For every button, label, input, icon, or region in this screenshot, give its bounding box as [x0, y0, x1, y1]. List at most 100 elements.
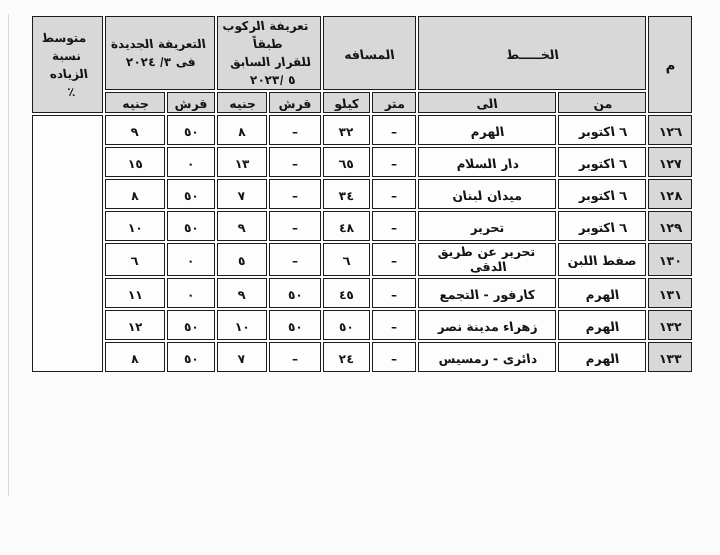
distance-kilo-value: ٦ [341, 254, 352, 268]
prev-tariff-pound-value: ٧ [237, 188, 247, 203]
prev-tariff-pound: ٨ [217, 115, 267, 145]
prev-tariff-piaster-value: – [290, 188, 300, 203]
prev-tariff-pound: ٧ [217, 179, 267, 209]
prev-tariff-piaster-value: – [290, 124, 300, 139]
header-line-group: الخـــــط [418, 16, 646, 90]
header-number-label: م [663, 58, 677, 74]
header-prev-pound-label: جنيه [227, 96, 257, 111]
header-new-tariff-label: التعريفة الجديدة فى ٣/ ٢٠٢٤ [110, 37, 208, 69]
row-number-value: ١٣١ [657, 286, 683, 302]
prev-tariff-piaster: – [269, 342, 321, 372]
header-prev-pound: جنيه [217, 92, 267, 113]
new-tariff-piaster-value: ٠ [186, 254, 196, 268]
distance-meter: – [372, 211, 416, 241]
header-number-col: م [648, 16, 692, 113]
new-tariff-pound-value: ٦ [130, 254, 140, 268]
prev-tariff-pound-value: ١٣ [233, 156, 251, 171]
header-avg-increase-label: متوسط نسبة الزياده ٪ [40, 30, 89, 99]
new-tariff-pound-value: ٨ [130, 351, 140, 366]
distance-kilo-value: ٣٤ [338, 188, 355, 203]
table-row: ١٢٧ ٦ اكتوبر دار السلام – ٦٥ – ١٣ ٠ ١٥ [32, 147, 692, 177]
new-tariff-pound-value: ٩ [130, 124, 140, 139]
header-new-pound: جنيه [105, 92, 165, 113]
header-from-label: من [591, 96, 613, 111]
prev-tariff-pound: ٧ [217, 342, 267, 372]
route-from: ٦ اكتوبر [558, 179, 646, 209]
distance-meter: – [372, 278, 416, 308]
prev-tariff-piaster: – [269, 179, 321, 209]
prev-tariff-piaster-value: – [290, 254, 300, 268]
route-from: صفط اللبن [558, 243, 646, 276]
route-from: ٦ اكتوبر [558, 147, 646, 177]
new-tariff-pound-value: ١٥ [126, 156, 144, 171]
distance-meter-value: – [390, 319, 398, 334]
prev-tariff-piaster-value: ٥٠ [286, 319, 304, 334]
prev-tariff-piaster-value: – [290, 156, 300, 171]
new-tariff-pound-value: ١٢ [126, 319, 144, 334]
scan-edge-artifact [8, 14, 9, 496]
prev-tariff-piaster-value: – [290, 351, 300, 366]
prev-tariff-pound: ١٣ [217, 147, 267, 177]
header-kilo: كيلو [323, 92, 370, 113]
route-from-value: ٦ اكتوبر [576, 123, 628, 139]
route-from-value: الهرم [583, 350, 621, 366]
distance-meter: – [372, 243, 416, 276]
header-new-piaster-label: قرش [173, 96, 209, 111]
distance-kilo: ٦٥ [323, 147, 370, 177]
new-tariff-piaster: ٠ [167, 243, 215, 276]
prev-tariff-pound-value: ٩ [237, 287, 247, 302]
prev-tariff-pound: ٩ [217, 211, 267, 241]
new-tariff-piaster: ٥٠ [167, 310, 215, 340]
header-meter-label: متر [382, 96, 406, 111]
route-to: دار السلام [418, 147, 556, 177]
route-to-value: زهراء مدينة نصر [435, 318, 539, 334]
route-to-value: دائرى - رمسيس [436, 350, 538, 366]
prev-tariff-pound: ١٠ [217, 310, 267, 340]
prev-tariff-piaster: ٥٠ [269, 310, 321, 340]
distance-kilo: ٥٠ [323, 310, 370, 340]
header-prev-piaster-label: قرش [277, 96, 313, 111]
distance-kilo: ٣٤ [323, 179, 370, 209]
row-number: ١٢٧ [648, 147, 692, 177]
route-to: دائرى - رمسيس [418, 342, 556, 372]
prev-tariff-pound-value: ٥ [237, 254, 247, 268]
new-tariff-piaster: ٥٠ [167, 179, 215, 209]
distance-meter: – [372, 342, 416, 372]
route-to-value: تحرير [468, 219, 506, 235]
header-to-label: الى [475, 96, 499, 111]
row-number: ١٣١ [648, 278, 692, 308]
row-number-value: ١٣٣ [657, 350, 683, 366]
new-tariff-pound-value: ١١ [126, 287, 144, 302]
new-tariff-pound: ١٥ [105, 147, 165, 177]
prev-tariff-pound-value: ٧ [237, 351, 247, 366]
new-tariff-pound: ٩ [105, 115, 165, 145]
distance-kilo: ٤٨ [323, 211, 370, 241]
row-number-value: ١٢٨ [657, 187, 683, 203]
route-to-value: كارفور - التجمع [437, 286, 537, 302]
row-number: ١٣٢ [648, 310, 692, 340]
prev-tariff-pound: ٩ [217, 278, 267, 308]
route-from: ٦ اكتوبر [558, 211, 646, 241]
table-header: م الخـــــط المسافه تعريفة الركوب طبقاً … [32, 16, 692, 113]
row-number: ١٣٣ [648, 342, 692, 372]
prev-tariff-piaster: – [269, 115, 321, 145]
distance-meter-value: – [390, 124, 398, 139]
route-from-value: ٦ اكتوبر [576, 155, 628, 171]
new-tariff-piaster: ٠ [167, 278, 215, 308]
table-row: ١٢٦ ٦ اكتوبر الهرم – ٣٢ – ٨ ٥٠ ٩ [32, 115, 692, 372]
prev-tariff-piaster: – [269, 211, 321, 241]
route-to: زهراء مدينة نصر [418, 310, 556, 340]
distance-kilo-value: ٦٥ [338, 156, 355, 171]
route-from-value: صفط اللبن [566, 253, 638, 268]
row-number-value: ١٣٠ [657, 253, 683, 268]
distance-meter-value: – [390, 287, 398, 302]
row-number: ١٢٨ [648, 179, 692, 209]
distance-kilo-value: ٤٨ [338, 220, 355, 235]
row-number-value: ١٢٦ [657, 123, 683, 139]
new-tariff-pound-value: ٨ [130, 188, 140, 203]
prev-tariff-piaster-value: ٥٠ [286, 287, 304, 302]
row-number: ١٣٠ [648, 243, 692, 276]
new-tariff-piaster-value: ٥٠ [182, 351, 200, 366]
header-distance-label: المسافه [343, 46, 396, 62]
